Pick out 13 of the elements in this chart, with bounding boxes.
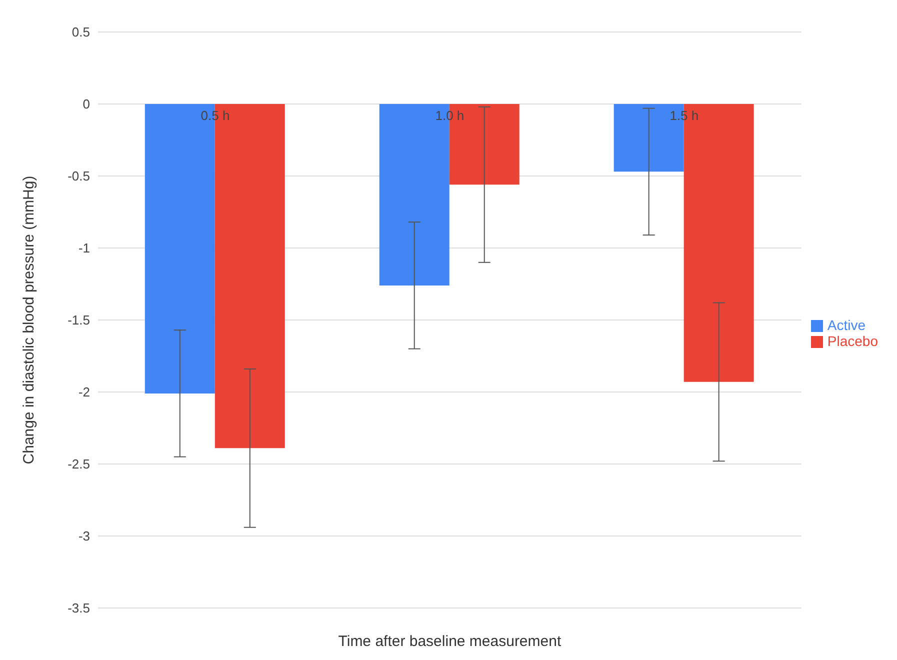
y-tick-label: 0 xyxy=(82,96,90,112)
y-tick-label: -2.5 xyxy=(68,456,90,472)
y-tick-label: -1.5 xyxy=(68,312,90,328)
y-tick-label: -3.5 xyxy=(68,600,90,616)
legend-label: Active xyxy=(827,317,866,333)
x-axis-title: Time after baseline measurement xyxy=(338,633,562,650)
y-tick-label: -1 xyxy=(78,240,90,256)
y-tick-label: -3 xyxy=(78,528,90,544)
legend-label: Placebo xyxy=(827,333,878,349)
y-axis-title: Change in diastolic blood pressure (mmHg) xyxy=(20,176,38,464)
y-tick-label: -0.5 xyxy=(68,168,90,184)
y-tick-label: 0.5 xyxy=(72,24,90,40)
y-tick-label: -2 xyxy=(78,384,90,400)
